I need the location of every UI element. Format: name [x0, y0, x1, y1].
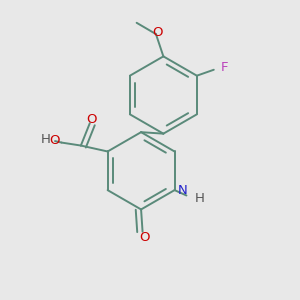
Text: O: O: [50, 134, 60, 147]
Text: O: O: [86, 113, 97, 126]
Text: F: F: [220, 61, 228, 74]
Text: H: H: [194, 192, 204, 205]
Text: H: H: [40, 133, 50, 146]
Text: O: O: [139, 231, 149, 244]
Text: N: N: [178, 184, 188, 197]
Text: O: O: [152, 26, 163, 39]
